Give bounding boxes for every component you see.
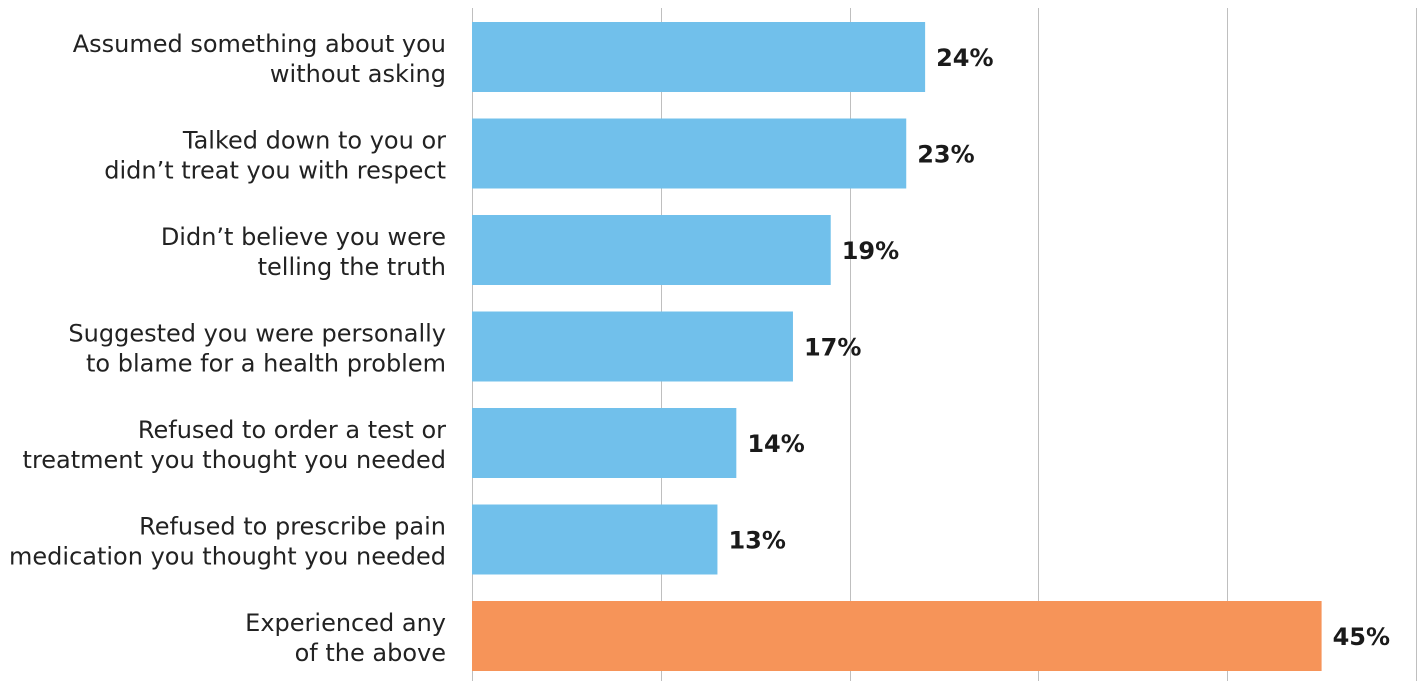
- bar-layer: [472, 22, 1322, 671]
- category-label-1-line-1: didn’t treat you with respect: [104, 157, 446, 185]
- category-label-0-line-0: Assumed something about you: [73, 30, 446, 58]
- category-label-0-line-1: without asking: [270, 60, 446, 88]
- label-layer: 24% Assumed something about you without as…: [9, 30, 1390, 667]
- bar-5: [472, 504, 718, 575]
- bar-0: [472, 22, 926, 92]
- category-label-3: Suggested you were personally to blame fo…: [68, 320, 446, 378]
- category-label-5-line-1: medication you thought you needed: [9, 543, 446, 571]
- category-label-0: Assumed something about you without askin…: [73, 30, 446, 88]
- category-label-5-line-0: Refused to prescribe pain: [139, 513, 446, 541]
- category-label-2: Didn’t believe you were telling the truth: [161, 223, 446, 281]
- category-label-5: Refused to prescribe pain medication you …: [9, 513, 446, 571]
- bar-1: [472, 118, 907, 189]
- value-label-5: 13%: [728, 527, 785, 555]
- value-label-2: 19%: [842, 237, 899, 265]
- bar-4: [472, 408, 737, 478]
- value-label-4: 14%: [747, 430, 804, 458]
- category-label-2-line-0: Didn’t believe you were: [161, 223, 446, 251]
- category-label-6-line-0: Experienced any: [245, 609, 446, 637]
- value-label-0: 24%: [936, 44, 993, 72]
- category-label-3-line-0: Suggested you were personally: [68, 320, 446, 348]
- category-label-4-line-1: treatment you thought you needed: [23, 446, 446, 474]
- bar-2: [472, 215, 831, 285]
- category-label-1-line-0: Talked down to you or: [182, 127, 446, 155]
- value-label-3: 17%: [804, 334, 861, 362]
- value-label-1: 23%: [917, 141, 974, 169]
- category-label-3-line-1: to blame for a health problem: [86, 350, 446, 378]
- category-label-4: Refused to order a test or treatment you …: [23, 416, 447, 474]
- category-label-1: Talked down to you or didn’t treat you wi…: [104, 127, 446, 185]
- value-label-6: 45%: [1333, 623, 1390, 651]
- category-label-6-line-1: of the above: [295, 639, 446, 667]
- category-label-6: Experienced any of the above: [245, 609, 446, 667]
- category-label-4-line-0: Refused to order a test or: [138, 416, 446, 444]
- category-label-2-line-1: telling the truth: [258, 253, 446, 281]
- bar-6: [472, 601, 1322, 671]
- bar-3: [472, 311, 793, 382]
